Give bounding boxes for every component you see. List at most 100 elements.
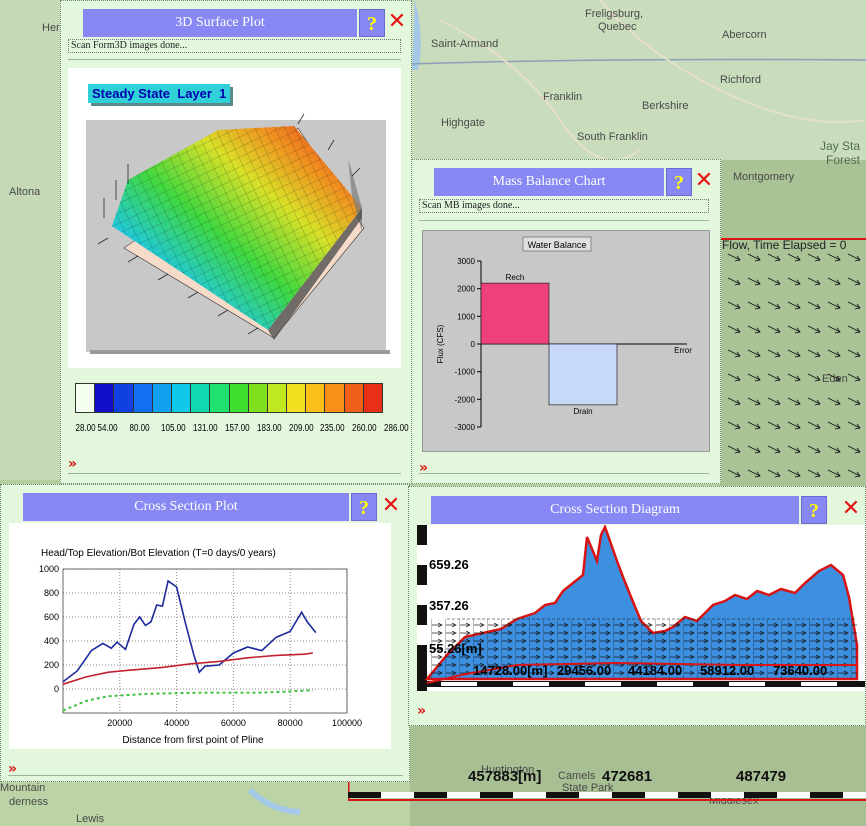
crossdiagram-panel[interactable]: Cross Section Diagram ? ✕ 659. [408, 486, 866, 726]
map-label: Highgate [441, 117, 486, 129]
cd-xlabel-5: 73640.00 [773, 663, 828, 678]
map-label: derness [9, 796, 49, 808]
crosssection-canvas: Head/Top Elevation/Bot Elevation (T=0 da… [9, 523, 391, 749]
crosssection-help-button[interactable]: ? [351, 493, 377, 521]
chart-title: Head/Top Elevation/Bot Elevation (T=0 da… [41, 548, 276, 559]
colorbar-cell [76, 384, 94, 412]
bar-label: Error [674, 346, 692, 355]
crossdiagram-help-button[interactable]: ? [801, 496, 827, 524]
flow-arrow [827, 253, 841, 262]
x-tick-label: 80000 [278, 718, 303, 728]
surface3d-close-icon[interactable]: ✕ [387, 9, 407, 34]
y-tick-label: 200 [44, 660, 59, 670]
flow-arrow [787, 373, 801, 382]
flow-arrow [747, 397, 761, 406]
bar-rech [480, 282, 550, 345]
massbalance-close-icon[interactable]: ✕ [694, 168, 714, 193]
layer-label: Steady State Layer 1 [88, 84, 231, 103]
surface3d-panel[interactable]: 3D Surface Plot ? ✕ Scan Form3D images d… [60, 0, 412, 484]
flow-overlay: Flow, Time Elapsed = 0 [720, 236, 866, 486]
series-line [62, 689, 313, 712]
cd-xlabel-2: 29456.00 [557, 663, 612, 678]
surface3d-more-button[interactable]: » [68, 456, 78, 472]
flow-arrow [807, 349, 821, 358]
flow-arrow [727, 277, 741, 286]
massbalance-divider [419, 220, 709, 221]
flow-arrow [727, 301, 741, 310]
scale-segment [348, 792, 381, 798]
scale-segment [441, 682, 477, 686]
flow-arrow [767, 397, 781, 406]
massbalance-panel[interactable]: Mass Balance Chart ? ✕ Scan MB images do… [411, 159, 721, 484]
flow-arrow [807, 277, 821, 286]
y-tick-label: -2000 [455, 395, 476, 404]
flow-arrow [827, 421, 841, 430]
flow-arrow [827, 445, 841, 454]
massbalance-bottom-divider [419, 473, 709, 474]
plot-frame [62, 568, 348, 714]
cd-xlabel-3: 44184.00 [628, 663, 683, 678]
flow-arrow [727, 325, 741, 334]
map-label: South Franklin [577, 131, 648, 143]
coord-label-3: 487479 [736, 768, 787, 785]
massbalance-more-button[interactable]: » [419, 460, 429, 476]
flow-arrow [727, 421, 741, 430]
colorbar-cell [343, 384, 363, 412]
scale-segment [810, 792, 843, 798]
massbalance-help-button[interactable]: ? [666, 168, 692, 196]
surface3d-help-button[interactable]: ? [359, 9, 385, 37]
crossdiagram-more-button[interactable]: » [417, 703, 427, 719]
crossdiagram-canvas: 659.26 357.26 55.26[m] 14728.00[m] 29456… [417, 523, 865, 691]
flow-arrow [767, 421, 781, 430]
coord-label-1: 457883[m] [468, 768, 542, 785]
flow-arrow [807, 325, 821, 334]
map-label: Abercorn [722, 29, 767, 41]
flow-arrow [847, 397, 861, 406]
flow-arrow [787, 469, 801, 478]
map-label: Richford [720, 74, 761, 86]
flow-arrow [847, 301, 861, 310]
flow-arrow [827, 349, 841, 358]
crossdiagram-title[interactable]: Cross Section Diagram [431, 496, 799, 524]
colorbar-cell [190, 384, 210, 412]
flow-arrow [807, 445, 821, 454]
map-label: Huntington [481, 764, 535, 776]
crossdiagram-close-icon[interactable]: ✕ [841, 496, 861, 521]
colorbar-cell [228, 384, 248, 412]
colorbar-tick-label: 105.00 [161, 423, 186, 434]
surface3d-divider [68, 59, 401, 60]
chart-title-box [522, 236, 592, 252]
surface3d-title[interactable]: 3D Surface Plot [83, 9, 357, 37]
flow-arrow [847, 421, 861, 430]
flow-arrow [827, 373, 841, 382]
crosssection-more-button[interactable]: » [8, 761, 18, 777]
map-label: State Park [562, 782, 614, 794]
map-label: Montgomery [733, 171, 795, 183]
flow-arrow [727, 397, 741, 406]
flow-arrow [727, 373, 741, 382]
flow-arrow [847, 349, 861, 358]
flow-arrow [807, 373, 821, 382]
bar-label: Drain [573, 407, 592, 416]
crosssection-close-icon[interactable]: ✕ [381, 493, 401, 518]
massbalance-title[interactable]: Mass Balance Chart [434, 168, 664, 196]
flow-arrow [747, 325, 761, 334]
map-label: Franklin [543, 91, 583, 103]
flow-arrow [807, 397, 821, 406]
massbalance-status: Scan MB images done... [419, 199, 709, 213]
map-label: Mountain [0, 782, 46, 794]
colorbar-ticks: 28.00 54.00 80.00 105.00 131.00 157.00 183.00 2… [75, 423, 409, 437]
flow-arrow [747, 349, 761, 358]
scale-segment [678, 792, 711, 798]
coord-label-2: 472681 [602, 768, 653, 785]
crosssection-title[interactable]: Cross Section Plot [23, 493, 349, 521]
colorbar-cell [305, 384, 325, 412]
y-tick-label: 1000 [39, 564, 59, 574]
flow-arrow [787, 445, 801, 454]
y-tick-label: 800 [44, 588, 59, 598]
flow-arrow [827, 277, 841, 286]
crosssection-bottom-divider [8, 775, 403, 776]
flow-arrow [747, 421, 761, 430]
colorbar-tick-label: 286.00 [384, 423, 409, 434]
crosssection-panel[interactable]: Cross Section Plot ? ✕ Head/Top Elevatio… [0, 484, 410, 782]
